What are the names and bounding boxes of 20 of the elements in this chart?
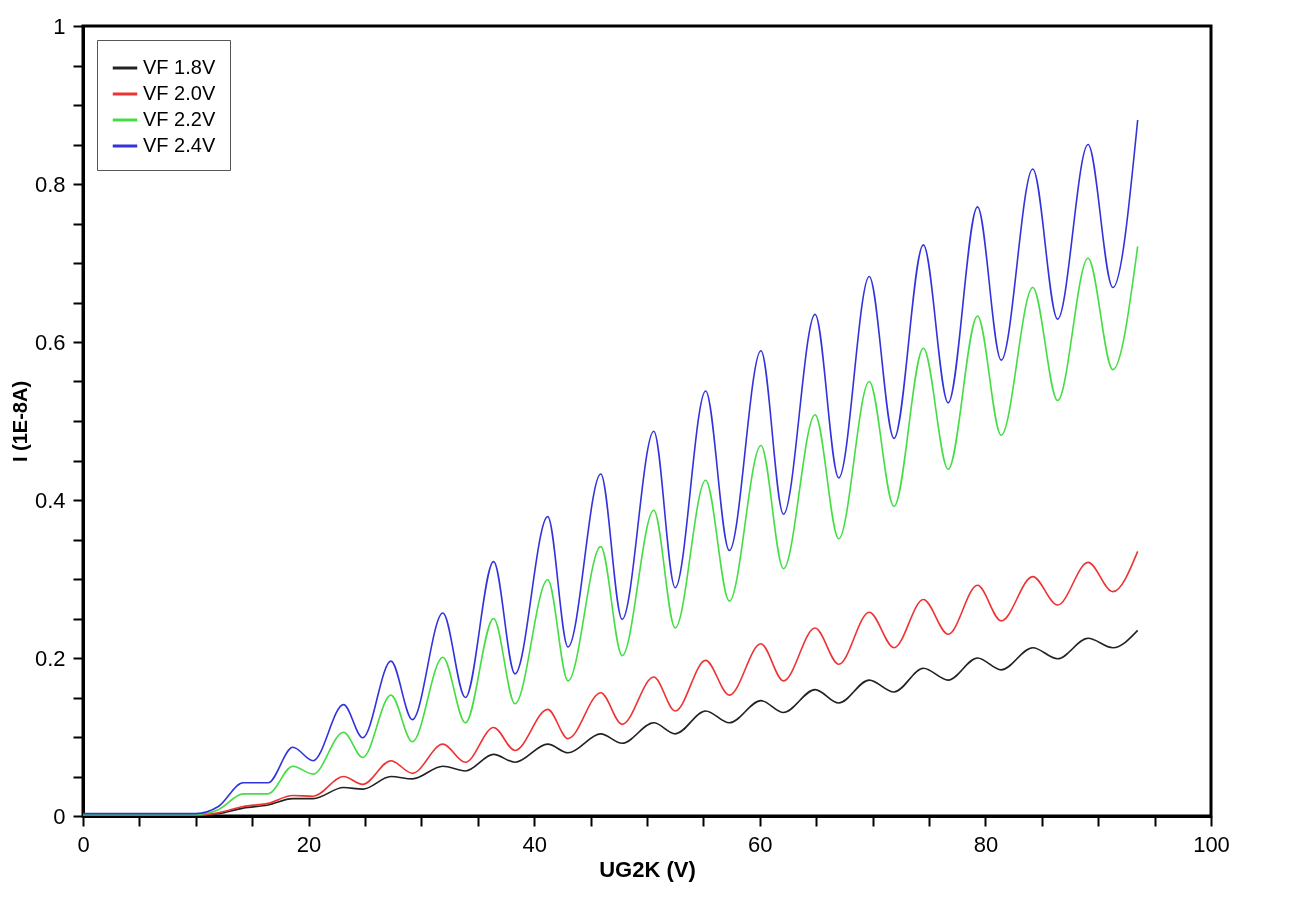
y-tick-label: 0.6: [34, 329, 66, 355]
x-tick-label: 20: [296, 831, 322, 857]
x-tick-label: 80: [973, 831, 999, 857]
x-tick-label: 60: [748, 831, 773, 857]
y-tick-label: 0.8: [34, 171, 66, 197]
legend-label: VF 2.2V: [143, 108, 216, 130]
x-axis-title: UG2K (V): [599, 856, 696, 882]
y-tick-label: 0: [53, 803, 66, 829]
x-tick-label: 100: [1193, 831, 1230, 857]
x-tick-label: 0: [77, 831, 90, 857]
y-tick-label: 0.2: [34, 645, 66, 671]
y-axis-title: I (1E-8A): [8, 380, 31, 463]
y-tick-label: 1: [53, 13, 66, 39]
line-series: [82, 550, 1139, 817]
line-series: [82, 245, 1139, 816]
legend-label: VF 2.4V: [143, 134, 216, 156]
x-tick-label: 40: [522, 831, 547, 857]
y-tick-label: 0.4: [34, 487, 66, 513]
legend-label: VF 2.0V: [143, 82, 216, 104]
legend-label: VF 1.8V: [143, 56, 216, 78]
